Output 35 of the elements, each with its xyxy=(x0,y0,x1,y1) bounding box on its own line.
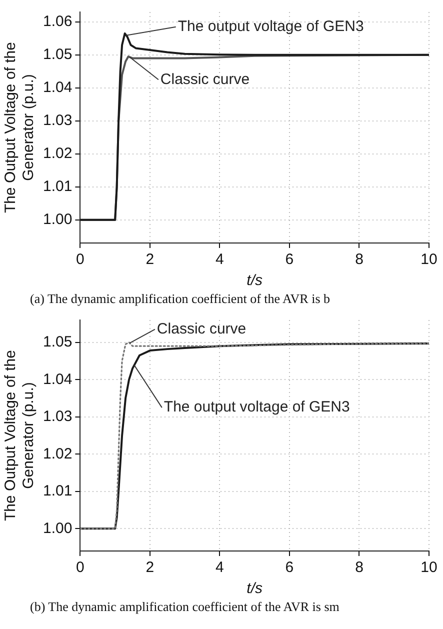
x-tick-label: 2 xyxy=(146,251,154,268)
series-label: Classic curve xyxy=(160,70,250,88)
y-tick-label: 1.05 xyxy=(42,46,72,64)
x-tick-label: 0 xyxy=(76,559,84,576)
x-tick-label: 2 xyxy=(146,559,154,576)
x-tick-label: 0 xyxy=(76,251,84,268)
y-tick-label: 1.03 xyxy=(42,408,72,426)
x-axis-title: t/s xyxy=(246,580,264,598)
y-tick-label: 1.01 xyxy=(42,178,72,196)
x-tick-label: 4 xyxy=(216,251,224,268)
y-tick-label: 1.01 xyxy=(42,482,72,500)
series-label: The output voltage of GEN3 xyxy=(178,18,364,35)
text: (a) The dynamic amplification coefficient of the AVR is b xyxy=(29,290,332,308)
series-label: Classic curve xyxy=(156,320,246,338)
y-tick-label: 1.00 xyxy=(42,211,72,228)
y-tick-label: 1.02 xyxy=(42,445,72,462)
y-axis-title: The Output Voltage of the Generator (p.u.) xyxy=(2,42,38,213)
y-tick-label: 1.00 xyxy=(42,520,72,537)
y-tick-label: 1.03 xyxy=(42,112,72,130)
x-tick-label: 6 xyxy=(285,251,294,268)
x-tick-label: 8 xyxy=(355,251,364,268)
text: The output voltage of GEN3 xyxy=(164,398,350,416)
x-tick-label: 8 xyxy=(355,559,364,576)
x-tick-label: 6 xyxy=(285,559,294,576)
x-axis-title: t/s xyxy=(246,272,264,290)
x-tick-label: 10 xyxy=(420,559,438,576)
y-axis-title: The Output Voltage of the Generator (p.u.) xyxy=(2,350,38,521)
y-tick-label: 1.04 xyxy=(42,79,72,96)
text: (b) The dynamic amplification coefficient of the AVR is sm xyxy=(29,598,340,616)
y-tick-label: 1.04 xyxy=(42,370,72,388)
y-tick-label: 1.06 xyxy=(42,13,72,30)
y-tick-label: 1.02 xyxy=(42,145,72,162)
y-tick-label: 1.05 xyxy=(42,333,72,350)
x-tick-label: 4 xyxy=(216,559,224,576)
x-tick-label: 10 xyxy=(420,251,438,268)
